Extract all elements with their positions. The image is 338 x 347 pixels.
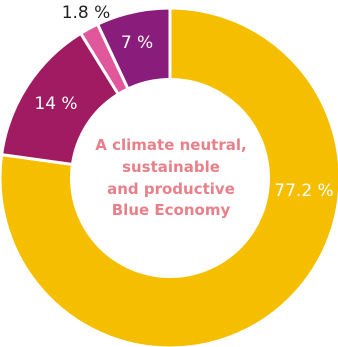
slice-label-3: 1.8 % <box>62 3 111 23</box>
slice-label-4: 7 % <box>121 33 153 53</box>
center-label-line-1: A climate neutral, <box>95 136 246 154</box>
center-label-line-3: and productive <box>107 180 235 198</box>
pie-slice-1 <box>0 6 338 347</box>
center-label-line-2: sustainable <box>122 158 220 176</box>
slice-label-2: 14 % <box>34 94 77 114</box>
center-label-line-4: Blue Economy <box>112 201 231 219</box>
slice-label-1: 77.2 % <box>274 181 333 201</box>
donut-hole <box>70 78 270 278</box>
slice-labels: 77.2 % 14 % 1.8 % 7 % <box>34 3 333 201</box>
